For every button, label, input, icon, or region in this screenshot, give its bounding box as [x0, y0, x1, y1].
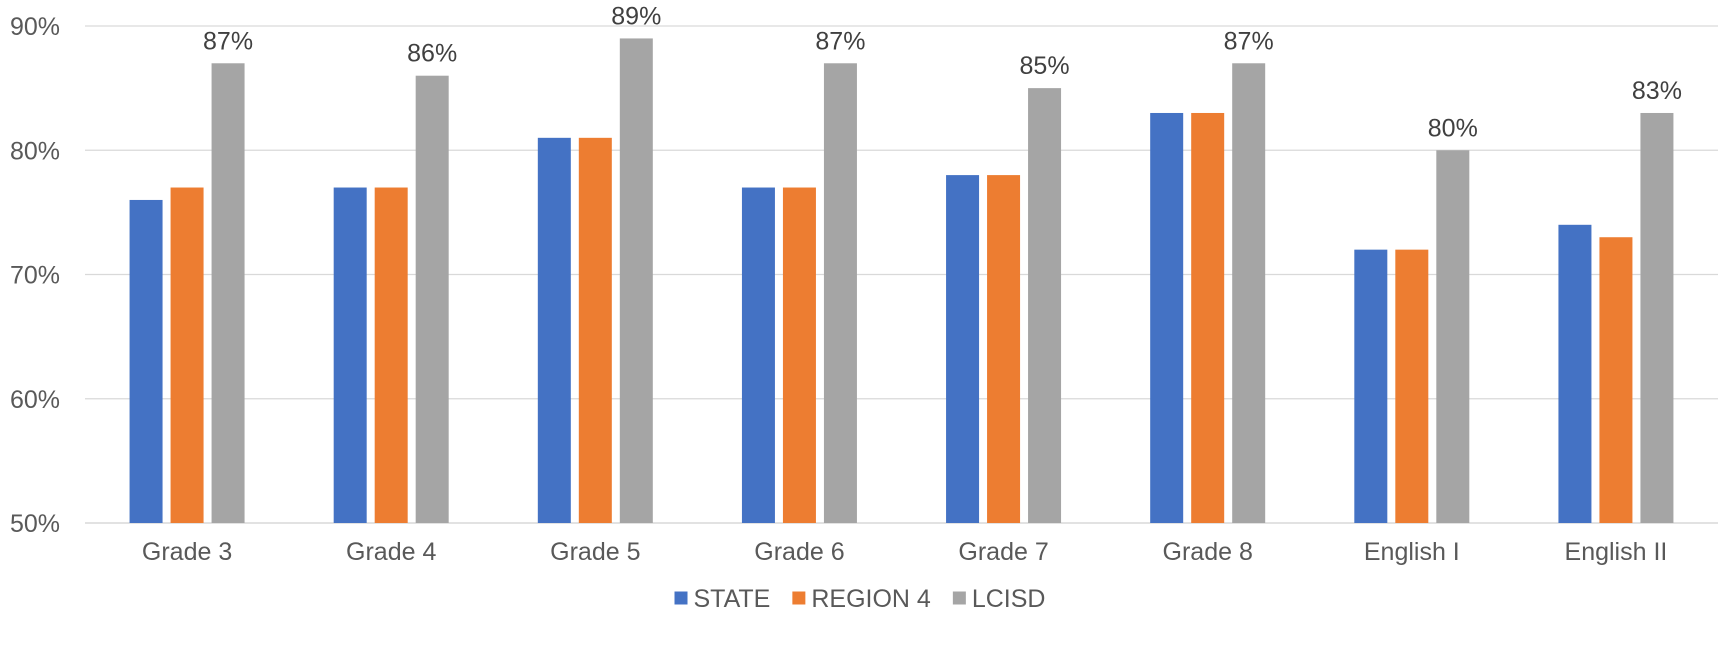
bar-state-4 [946, 175, 980, 523]
bar-region-4-5 [1191, 112, 1225, 523]
bar-region-4-2 [578, 137, 612, 523]
legend-label: STATE [694, 585, 771, 613]
bar-lcisd-4 [1028, 88, 1062, 523]
y-tick-label: 90% [10, 13, 60, 41]
data-label: 87% [815, 27, 865, 55]
data-label: 83% [1632, 77, 1682, 105]
category-label: Grade 7 [958, 538, 1048, 566]
bar-state-3 [741, 187, 775, 523]
legend-item-state: STATE [674, 585, 771, 613]
data-label: 80% [1428, 114, 1478, 142]
legend-swatch [674, 591, 688, 605]
category-label: English II [1565, 538, 1668, 566]
bar-lcisd-6 [1436, 150, 1470, 523]
x-axis-category-labels: Grade 3 Grade 4 Grade 5 Grade 6 Grade 7 Grade… [142, 538, 1667, 566]
bar-region-4-7 [1599, 237, 1633, 523]
category-label: Grade 5 [550, 538, 640, 566]
bar-lcisd-0 [211, 63, 245, 524]
legend: STATE REGION 4 LCISD [674, 585, 1046, 613]
bar-region-4-6 [1395, 249, 1429, 523]
bar-state-1 [333, 187, 367, 523]
bar-lcisd-7 [1640, 112, 1674, 523]
legend-item-region-4: REGION 4 [792, 585, 931, 613]
bar-state-7 [1558, 224, 1592, 524]
bars [129, 38, 1674, 524]
bar-lcisd-1 [415, 75, 449, 523]
data-label: 87% [1224, 27, 1274, 55]
category-label: Grade 6 [754, 538, 844, 566]
y-axis-tick-labels: 50% 60% 70% 80% 90% [10, 13, 60, 538]
legend-swatch [952, 591, 966, 605]
category-label: English I [1364, 538, 1460, 566]
bar-lcisd-2 [619, 38, 653, 524]
bar-state-2 [537, 137, 571, 523]
bar-region-4-1 [374, 187, 408, 523]
bar-lcisd-3 [823, 63, 857, 524]
data-label: 89% [611, 2, 661, 30]
data-label: 85% [1020, 52, 1070, 80]
category-label: Grade 8 [1163, 538, 1253, 566]
legend-item-lcisd: LCISD [952, 585, 1046, 613]
bar-region-4-3 [782, 187, 816, 523]
bar-lcisd-5 [1232, 63, 1266, 524]
gridlines [85, 25, 1718, 524]
category-label: Grade 4 [346, 538, 436, 566]
data-labels: 87% 86% 89% 87% 85% 87% 80% 83% [203, 2, 1682, 142]
y-tick-label: 50% [10, 510, 60, 538]
bar-state-0 [129, 199, 163, 523]
y-tick-label: 80% [10, 137, 60, 165]
y-tick-label: 60% [10, 386, 60, 414]
bar-region-4-4 [987, 175, 1021, 523]
y-tick-label: 70% [10, 262, 60, 290]
data-label: 87% [203, 27, 253, 55]
bar-region-4-0 [170, 187, 204, 523]
legend-swatch [792, 591, 806, 605]
category-label: Grade 3 [142, 538, 232, 566]
bar-state-5 [1150, 112, 1184, 523]
legend-label: LCISD [972, 585, 1046, 613]
legend-label: REGION 4 [811, 585, 931, 613]
data-label: 86% [407, 40, 457, 68]
bar-state-6 [1354, 249, 1388, 523]
